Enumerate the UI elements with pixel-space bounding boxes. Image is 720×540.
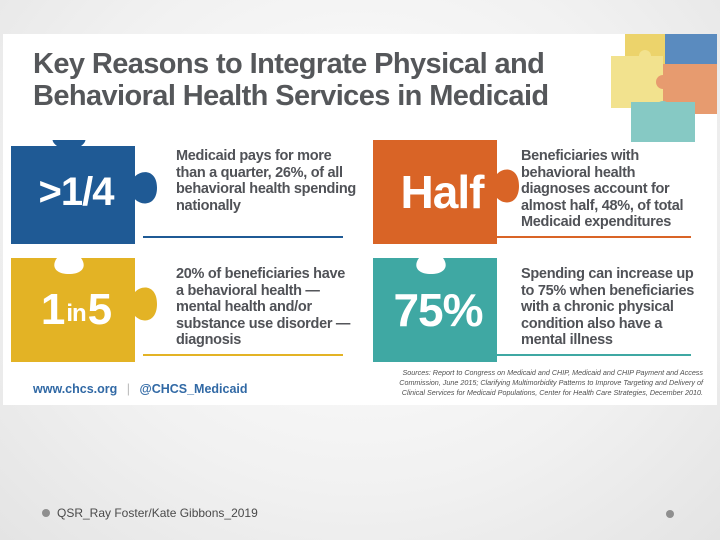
infographic-footer-links: www.chcs.org | @CHCS_Medicaid	[33, 382, 248, 396]
title-line-1: Key Reasons to Integrate Physical and	[33, 48, 545, 80]
slide-footer: QSR_Ray Foster/Kate Gibbons_2019	[42, 506, 258, 520]
stat-big-in: in	[66, 300, 86, 327]
puzzle-piece-orange: Half	[373, 140, 523, 244]
website-link[interactable]: www.chcs.org	[33, 382, 118, 396]
stat-big-half: Half	[400, 166, 485, 218]
stat-text-half: Beneficiaries with behavioral health dia…	[521, 148, 684, 230]
stat-big-five: 5	[87, 285, 113, 334]
sources-citation: Sources: Report to Congress on Medicaid …	[399, 368, 703, 397]
stat-big-75-percent: 75%	[393, 284, 483, 336]
infographic: Key Reasons to Integrate Physical and Be…	[3, 34, 717, 405]
puzzle-piece-yellow: 1 in 5	[11, 258, 161, 362]
stat-text-quarter: Medicaid pays for more than a quarter, 2…	[176, 148, 356, 214]
stat-big-one: 1	[40, 285, 66, 334]
divider-orange	[481, 236, 691, 238]
puzzle-piece-blue: >1/4	[11, 140, 161, 244]
stat-text-one-in-five: 20% of beneficiaries have a behavioral h…	[176, 266, 351, 348]
title-line-2: Behavioral Health Services in Medicaid	[33, 80, 549, 112]
divider-teal	[481, 354, 691, 356]
divider-yellow	[143, 354, 343, 356]
bullet-dot-right-icon	[666, 510, 674, 518]
slide-footer-text: QSR_Ray Foster/Kate Gibbons_2019	[57, 506, 258, 520]
stat-big-quarter: >1/4	[38, 169, 115, 214]
puzzle-piece-teal: 75%	[373, 258, 523, 362]
puzzle-corner-graphic	[611, 34, 717, 142]
footer-separator: |	[126, 382, 131, 396]
stat-text-75-percent: Spending can increase up to 75% when ben…	[521, 266, 695, 348]
infographic-title: Key Reasons to Integrate Physical and Be…	[33, 48, 549, 112]
stat-big-one-in-five: 1 in 5	[11, 258, 141, 362]
stats-row-2: 1 in 5 20% of beneficiaries have a behav…	[11, 258, 703, 366]
stats-row-1: >1/4 Medicaid pays for more than a quart…	[11, 140, 703, 248]
bullet-dot-icon	[42, 509, 50, 517]
divider-blue	[143, 236, 343, 238]
twitter-handle[interactable]: @CHCS_Medicaid	[139, 382, 248, 396]
